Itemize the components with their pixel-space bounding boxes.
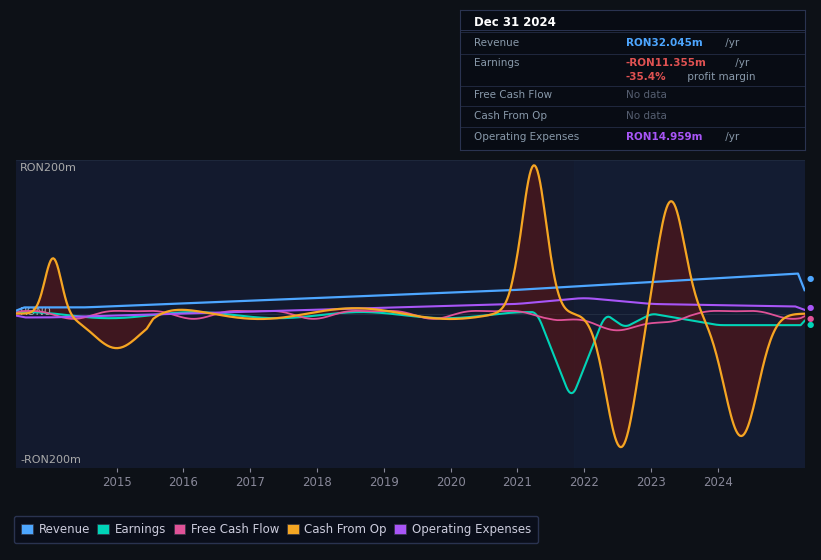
Text: Operating Expenses: Operating Expenses — [474, 132, 579, 142]
Bar — [574, 160, 805, 468]
Text: -RON200m: -RON200m — [21, 455, 81, 465]
Text: Revenue: Revenue — [474, 38, 519, 48]
Text: -RON11.355m: -RON11.355m — [626, 58, 707, 68]
Text: Free Cash Flow: Free Cash Flow — [474, 90, 552, 100]
Text: Dec 31 2024: Dec 31 2024 — [474, 16, 556, 29]
Text: RON32.045m: RON32.045m — [626, 38, 702, 48]
Text: -35.4%: -35.4% — [626, 72, 666, 82]
Text: /yr: /yr — [722, 132, 740, 142]
Text: No data: No data — [626, 111, 667, 121]
Text: ●: ● — [806, 274, 814, 283]
Text: Cash From Op: Cash From Op — [474, 111, 547, 121]
Text: /yr: /yr — [722, 38, 740, 48]
Text: profit margin: profit margin — [684, 72, 755, 82]
Text: /yr: /yr — [732, 58, 749, 68]
Text: Earnings: Earnings — [474, 58, 520, 68]
Text: RON14.959m: RON14.959m — [626, 132, 702, 142]
Text: ●: ● — [806, 320, 814, 329]
Text: ●: ● — [806, 304, 814, 312]
Text: RON0: RON0 — [21, 307, 53, 317]
Text: ●: ● — [806, 314, 814, 323]
Legend: Revenue, Earnings, Free Cash Flow, Cash From Op, Operating Expenses: Revenue, Earnings, Free Cash Flow, Cash … — [14, 516, 538, 543]
Text: RON200m: RON200m — [21, 162, 77, 172]
Text: No data: No data — [626, 90, 667, 100]
